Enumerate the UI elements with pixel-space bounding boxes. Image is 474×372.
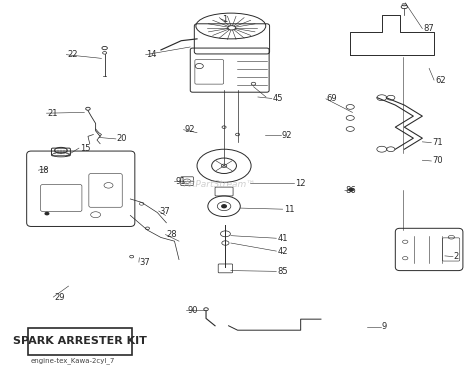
Text: 70: 70 bbox=[432, 157, 443, 166]
Text: 92: 92 bbox=[184, 125, 195, 134]
Text: 85: 85 bbox=[277, 267, 288, 276]
Text: 20: 20 bbox=[117, 134, 128, 144]
Text: 14: 14 bbox=[146, 50, 157, 59]
Text: 87: 87 bbox=[423, 24, 434, 33]
Text: 37: 37 bbox=[140, 258, 151, 267]
Text: 11: 11 bbox=[284, 205, 294, 214]
Text: 28: 28 bbox=[166, 230, 177, 239]
Ellipse shape bbox=[348, 188, 354, 191]
Text: 15: 15 bbox=[80, 144, 91, 153]
Text: 42: 42 bbox=[277, 247, 288, 256]
Text: 86: 86 bbox=[346, 186, 356, 195]
Text: 71: 71 bbox=[432, 138, 443, 147]
Text: 62: 62 bbox=[435, 76, 446, 84]
Text: 69: 69 bbox=[327, 94, 337, 103]
Text: 1: 1 bbox=[222, 15, 227, 23]
Text: 92: 92 bbox=[282, 131, 292, 140]
Text: 12: 12 bbox=[295, 179, 306, 187]
Text: engine-tex_Kawa-2cyl_7: engine-tex_Kawa-2cyl_7 bbox=[30, 357, 115, 365]
Text: 18: 18 bbox=[38, 166, 49, 175]
Ellipse shape bbox=[86, 107, 90, 110]
Text: 37: 37 bbox=[160, 206, 170, 215]
Ellipse shape bbox=[45, 212, 49, 215]
Text: 91: 91 bbox=[175, 177, 186, 186]
Text: 41: 41 bbox=[277, 234, 288, 243]
Text: 21: 21 bbox=[47, 109, 58, 118]
Text: ARPartStream™: ARPartStream™ bbox=[183, 180, 255, 189]
Ellipse shape bbox=[222, 205, 226, 208]
Text: 9: 9 bbox=[382, 322, 387, 331]
Text: 2: 2 bbox=[454, 252, 459, 261]
Text: SPARK ARRESTER KIT: SPARK ARRESTER KIT bbox=[13, 336, 147, 346]
Text: 29: 29 bbox=[54, 293, 64, 302]
Text: 45: 45 bbox=[273, 94, 283, 103]
Text: 90: 90 bbox=[187, 306, 198, 315]
Text: 22: 22 bbox=[67, 50, 78, 59]
